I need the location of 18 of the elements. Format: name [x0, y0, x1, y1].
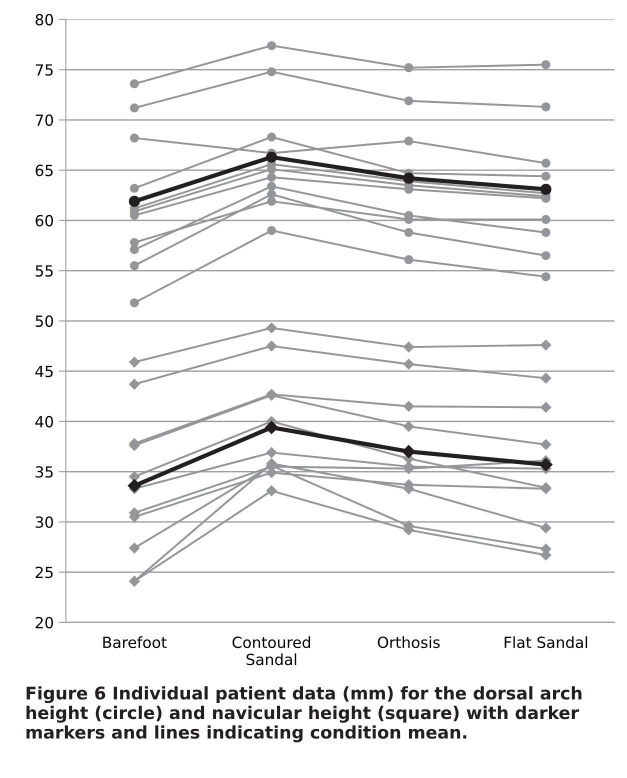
y-tick-label: 35: [36, 466, 53, 478]
y-tick-label: 55: [36, 265, 53, 277]
y-tick-label: 45: [35, 366, 53, 378]
y-tick-label: 20: [36, 616, 54, 628]
y-tick-label: 30: [36, 516, 54, 528]
y-tick-label: 65: [36, 164, 53, 176]
x-tick-label: Orthosis: [378, 636, 440, 648]
y-tick-label: 80: [36, 14, 54, 26]
caption: Figure 6 Individual patient data (mm) for the dorsal arch height (circle) and navicular height (square) with darker markers and lines indicating condition mean.: [26, 686, 582, 742]
y-tick-label: 40: [35, 416, 54, 428]
y-tick-label: 25: [36, 566, 53, 578]
y-tick-label: 50: [36, 315, 54, 327]
x-tick-label: Contoured Sandal: [232, 636, 310, 666]
y-tick-label: 70: [36, 114, 54, 126]
y-tick-label: 75: [36, 64, 53, 76]
y-tick-label: 60: [36, 214, 54, 226]
x-tick-label: Barefoot: [103, 636, 167, 648]
x-tick-label: Flat Sandal: [504, 636, 588, 648]
